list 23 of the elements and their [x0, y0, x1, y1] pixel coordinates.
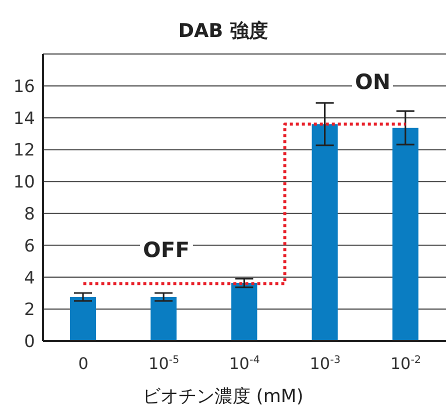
y-tick-label: 2 — [24, 300, 35, 320]
x-tick-label: 10$^{-4}$ — [229, 354, 260, 373]
x-tick-label: 10$^{-3}$ — [310, 354, 340, 373]
x-tick-label: 10$^{-2}$ — [390, 354, 422, 373]
x-tick-label: 10$^{-5}$ — [148, 354, 180, 373]
bar — [312, 124, 338, 341]
chart-title: DAB 強度 — [177, 19, 269, 44]
x-axis-title: ビオチン濃度 (mM) — [142, 385, 304, 408]
y-tick-label: 8 — [24, 204, 35, 224]
y-tick-label: 6 — [24, 236, 35, 256]
y-tick-label: 0 — [24, 332, 35, 352]
x-tick-label: 0 — [78, 354, 88, 373]
y-tick-label: 16 — [13, 76, 35, 97]
y-tick-label: 4 — [24, 268, 35, 288]
annotation: ON — [352, 70, 394, 94]
bar — [70, 296, 96, 341]
bar — [392, 128, 418, 341]
bar — [150, 296, 177, 341]
y-tick-label: 12 — [13, 140, 35, 161]
annotation: OFF — [140, 238, 193, 262]
y-tick-label: 14 — [13, 108, 35, 129]
bar — [231, 282, 258, 341]
y-tick-label: 10 — [13, 172, 35, 193]
